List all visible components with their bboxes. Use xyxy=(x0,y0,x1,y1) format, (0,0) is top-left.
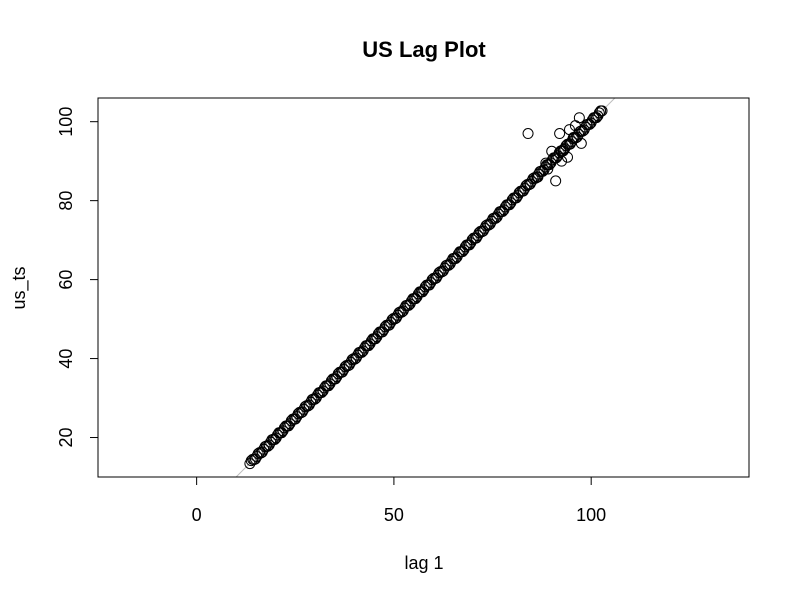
data-point xyxy=(542,163,554,175)
y-axis-label: us_ts xyxy=(9,266,30,309)
data-point xyxy=(249,453,261,465)
data-point xyxy=(417,286,429,298)
data-point xyxy=(530,172,542,184)
plot-frame xyxy=(97,97,750,478)
data-point xyxy=(550,175,562,187)
points-layer xyxy=(244,105,608,470)
data-point xyxy=(573,112,585,124)
data-point xyxy=(302,400,314,412)
data-point xyxy=(532,171,544,183)
data-point xyxy=(554,128,566,140)
data-point xyxy=(546,145,558,157)
data-point xyxy=(376,326,388,338)
data-point xyxy=(389,313,401,325)
data-point xyxy=(423,279,435,291)
data-point xyxy=(336,366,348,378)
y-tick-label: 80 xyxy=(56,191,76,211)
data-point xyxy=(522,128,534,140)
data-point xyxy=(255,447,267,459)
data-point xyxy=(596,105,608,117)
x-tick-label: 100 xyxy=(576,505,606,525)
y-tick-label: 60 xyxy=(56,270,76,290)
data-point xyxy=(593,107,605,119)
x-tick-label: 0 xyxy=(192,505,202,525)
data-point xyxy=(483,219,495,231)
y-tick-label: 100 xyxy=(56,107,76,137)
data-point xyxy=(477,225,489,237)
chart-title: US Lag Plot xyxy=(362,37,486,62)
data-point xyxy=(383,319,395,331)
data-point xyxy=(510,192,522,204)
data-point xyxy=(430,272,442,284)
axes-layer: 0 50 100 20 40 60 80 100 xyxy=(56,107,606,525)
data-point xyxy=(296,406,308,418)
data-point xyxy=(569,120,581,132)
data-point xyxy=(564,138,576,150)
data-point xyxy=(556,155,568,167)
y-tick-label: 40 xyxy=(56,349,76,369)
data-point xyxy=(470,232,482,244)
data-point xyxy=(343,359,355,371)
data-point xyxy=(567,131,579,143)
data-point xyxy=(289,413,301,425)
data-point xyxy=(349,353,361,365)
data-point xyxy=(463,239,475,251)
data-point xyxy=(562,151,574,163)
y-tick-label: 20 xyxy=(56,428,76,448)
x-tick-label: 50 xyxy=(384,505,404,525)
data-point xyxy=(283,420,295,432)
data-point xyxy=(524,178,536,190)
data-point xyxy=(540,157,552,169)
data-point xyxy=(330,373,342,385)
data-point xyxy=(342,360,354,372)
data-point xyxy=(517,185,529,197)
data-point xyxy=(523,179,535,191)
x-axis-label: lag 1 xyxy=(404,553,443,573)
data-point xyxy=(436,266,448,278)
data-point xyxy=(575,137,587,149)
